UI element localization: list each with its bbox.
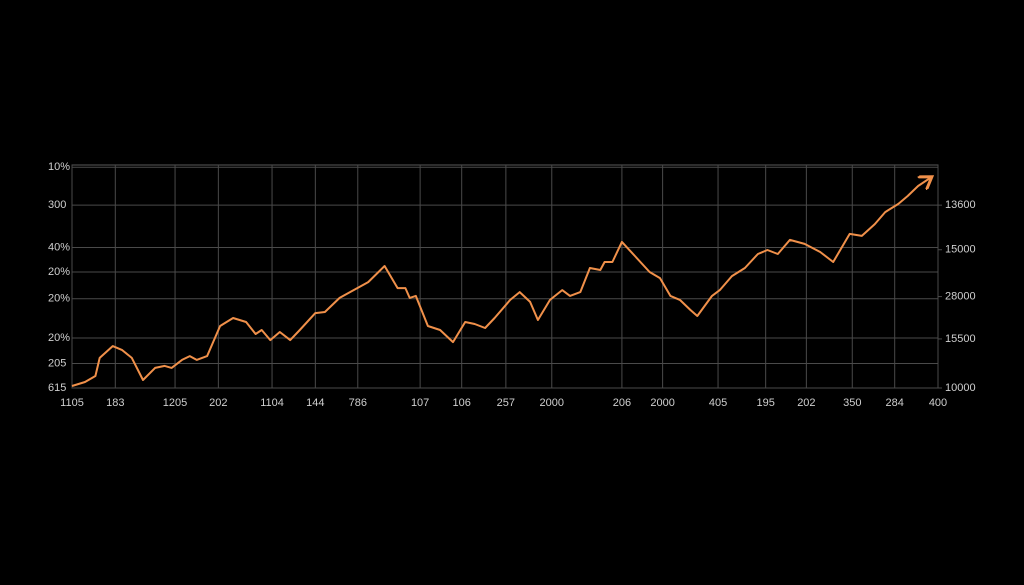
y2-tick-label: 15000 <box>945 244 976 256</box>
x-tick-label: 144 <box>306 397 324 409</box>
x-tick-label: 2000 <box>650 397 674 409</box>
y2-tick-label: 13600 <box>945 199 976 211</box>
y-tick-label: 40% <box>48 241 70 253</box>
x-tick-label: 107 <box>411 397 429 409</box>
x-tick-label: 400 <box>929 397 947 409</box>
y-tick-label: 615 <box>48 382 66 394</box>
x-tick-label: 350 <box>843 397 861 409</box>
y-tick-label: 300 <box>48 199 66 211</box>
y2-tick-label: 15500 <box>945 333 976 345</box>
x-tick-label: 202 <box>209 397 227 409</box>
x-tick-label: 1205 <box>163 397 187 409</box>
x-tick-label: 206 <box>613 397 631 409</box>
x-tick-label: 195 <box>756 397 774 409</box>
x-tick-label: 106 <box>453 397 471 409</box>
x-tick-label: 202 <box>797 397 815 409</box>
x-tick-label: 183 <box>106 397 124 409</box>
data-line <box>71 178 930 387</box>
y2-tick-label: 28000 <box>945 290 976 302</box>
y-tick-label: 205 <box>48 357 66 369</box>
y2-tick-label: 10000 <box>945 382 976 394</box>
x-tick-label: 1104 <box>260 397 284 409</box>
x-tick-label: 2000 <box>540 397 564 409</box>
x-tick-label: 405 <box>709 397 727 409</box>
y-tick-label: 20% <box>48 293 70 305</box>
plot-frame <box>71 164 939 389</box>
x-tick-label: 786 <box>349 397 367 409</box>
x-tick-label: 1105 <box>60 397 84 409</box>
y-tick-label: 20% <box>48 266 70 278</box>
y-tick-label: 10% <box>48 161 70 173</box>
x-tick-label: 284 <box>886 397 904 409</box>
x-tick-label: 257 <box>497 397 515 409</box>
y-tick-label: 20% <box>48 332 70 344</box>
